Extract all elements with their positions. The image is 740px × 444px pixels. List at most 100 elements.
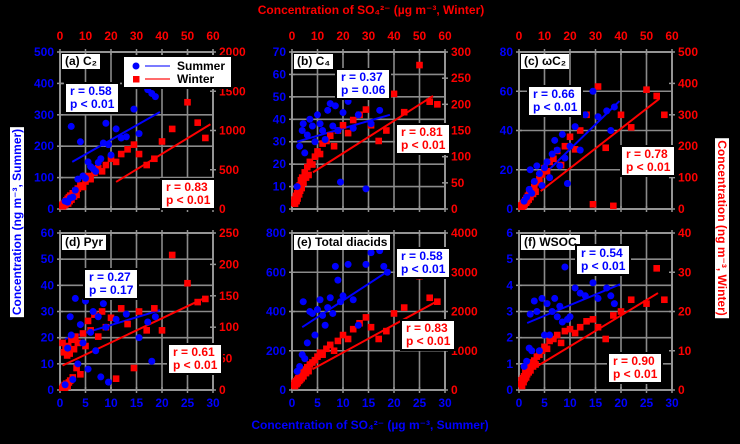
winter-point <box>589 200 597 208</box>
summer-point <box>303 131 311 139</box>
winter-point <box>543 168 551 175</box>
winter-fit-line <box>62 298 204 367</box>
stat-box-d-summer: r = 0.27 p = 0.17 <box>83 268 140 300</box>
winter-point <box>326 341 334 349</box>
stat-box-b-winter: r = 0.81 p < 0.01 <box>395 123 452 155</box>
summer-point <box>610 103 618 111</box>
panel-plot-e: 0 5 10 15 20 25 300200400600800010002000300040… <box>266 226 478 410</box>
summer-point <box>594 113 602 121</box>
winter-point <box>326 132 334 140</box>
tick-label: 400 <box>266 305 286 319</box>
winter-point <box>73 191 80 199</box>
p-value: p < 0.01 <box>581 259 626 273</box>
winter-point <box>168 251 176 259</box>
winter-point <box>66 350 73 357</box>
summer-point <box>558 130 566 138</box>
r-value: r = 0.90 <box>613 354 655 368</box>
winter-point <box>550 335 557 343</box>
panel-title-c: (c) ωC₂ <box>521 54 570 69</box>
winter-point <box>362 106 370 113</box>
summer-point <box>383 268 391 276</box>
summer-point <box>74 360 82 368</box>
winter-point <box>643 86 650 93</box>
winter-point <box>79 183 87 191</box>
tick-label: 0 <box>451 383 458 397</box>
winter-point <box>202 295 209 303</box>
tick-label: 4000 <box>451 226 478 240</box>
tick-label: 0 <box>516 396 523 410</box>
winter-point <box>571 329 579 337</box>
winter-point <box>527 367 534 374</box>
tick-label: 40 <box>614 29 628 43</box>
summer-point <box>104 141 112 149</box>
winter-point <box>319 351 326 358</box>
winter-point <box>72 333 79 340</box>
summer-point <box>296 142 304 150</box>
r-value: r = 0.37 <box>341 70 383 84</box>
tick-label: 5 <box>82 396 89 410</box>
winter-point <box>158 138 166 145</box>
r-value: r = 0.58 <box>401 249 443 263</box>
r-value: r = 0.81 <box>401 125 443 139</box>
winter-point <box>151 305 158 312</box>
tick-label: 50 <box>451 176 465 190</box>
winter-point <box>98 308 106 315</box>
tick-label: 500 <box>219 163 239 177</box>
summer-point <box>314 111 321 119</box>
r-value: r = 0.54 <box>581 246 623 260</box>
summer-point <box>102 323 110 331</box>
winter-point <box>602 144 609 152</box>
tick-label: 60 <box>273 67 287 81</box>
summer-point <box>607 292 615 300</box>
winter-point <box>416 61 423 69</box>
winter-point <box>143 161 150 169</box>
tick-label: 4 <box>506 278 513 292</box>
summer-point <box>69 376 77 384</box>
winter-point <box>550 155 557 163</box>
stat-box-c-summer: r = 0.66 p < 0.01 <box>527 85 584 117</box>
tick-label: 100 <box>34 171 54 185</box>
summer-point <box>130 105 138 113</box>
tick-label: 70 <box>273 45 287 59</box>
winter-point <box>79 330 87 337</box>
summer-point <box>67 331 75 339</box>
tick-label: 15 <box>589 396 603 410</box>
stat-box-e-winter: r = 0.83 p < 0.01 <box>400 319 457 351</box>
tick-label: 20 <box>41 331 55 345</box>
p-value: p < 0.01 <box>406 334 451 348</box>
r-value: r = 0.27 <box>89 270 131 284</box>
winter-point <box>98 168 106 175</box>
tick-label: 0 <box>279 202 286 216</box>
summer-point <box>556 302 564 310</box>
legend-winter-label: Winter <box>177 71 215 86</box>
r-value: r = 0.58 <box>70 84 112 98</box>
legend: Summer Winter <box>122 55 234 89</box>
tick-label: 20 <box>563 29 577 43</box>
tick-label: 500 <box>34 45 54 59</box>
winter-point <box>434 101 441 108</box>
summer-point <box>319 311 327 319</box>
winter-point <box>130 141 138 148</box>
p-value: p = 0.17 <box>89 283 134 297</box>
winter-point <box>135 150 143 158</box>
winter-point <box>362 314 370 321</box>
tick-label: 40 <box>273 112 287 126</box>
summer-fit-line <box>301 269 391 329</box>
tick-label: 60 <box>500 84 514 98</box>
summer-point <box>344 260 352 268</box>
summer-point <box>66 313 74 321</box>
tick-label: 100 <box>219 320 239 334</box>
winter-point <box>311 356 319 364</box>
summer-point <box>306 115 314 123</box>
summer-point <box>561 263 569 271</box>
winter-point <box>344 129 352 137</box>
summer-point <box>581 292 589 300</box>
winter-point <box>84 317 92 325</box>
tick-label: 40 <box>387 29 401 43</box>
winter-point <box>602 335 609 343</box>
summer-point <box>301 355 309 363</box>
panel-title-b: (b) C₄ <box>294 54 334 69</box>
summer-point <box>362 185 370 193</box>
winter-point <box>311 153 319 160</box>
summer-point <box>530 297 538 305</box>
